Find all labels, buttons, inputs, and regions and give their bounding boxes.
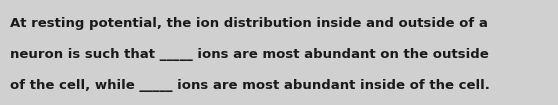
Text: At resting potential, the ion distribution inside and outside of a: At resting potential, the ion distributi… bbox=[10, 17, 488, 30]
Text: neuron is such that _____ ions are most abundant on the outside: neuron is such that _____ ions are most … bbox=[10, 48, 489, 61]
Text: of the cell, while _____ ions are most abundant inside of the cell.: of the cell, while _____ ions are most a… bbox=[10, 79, 490, 92]
